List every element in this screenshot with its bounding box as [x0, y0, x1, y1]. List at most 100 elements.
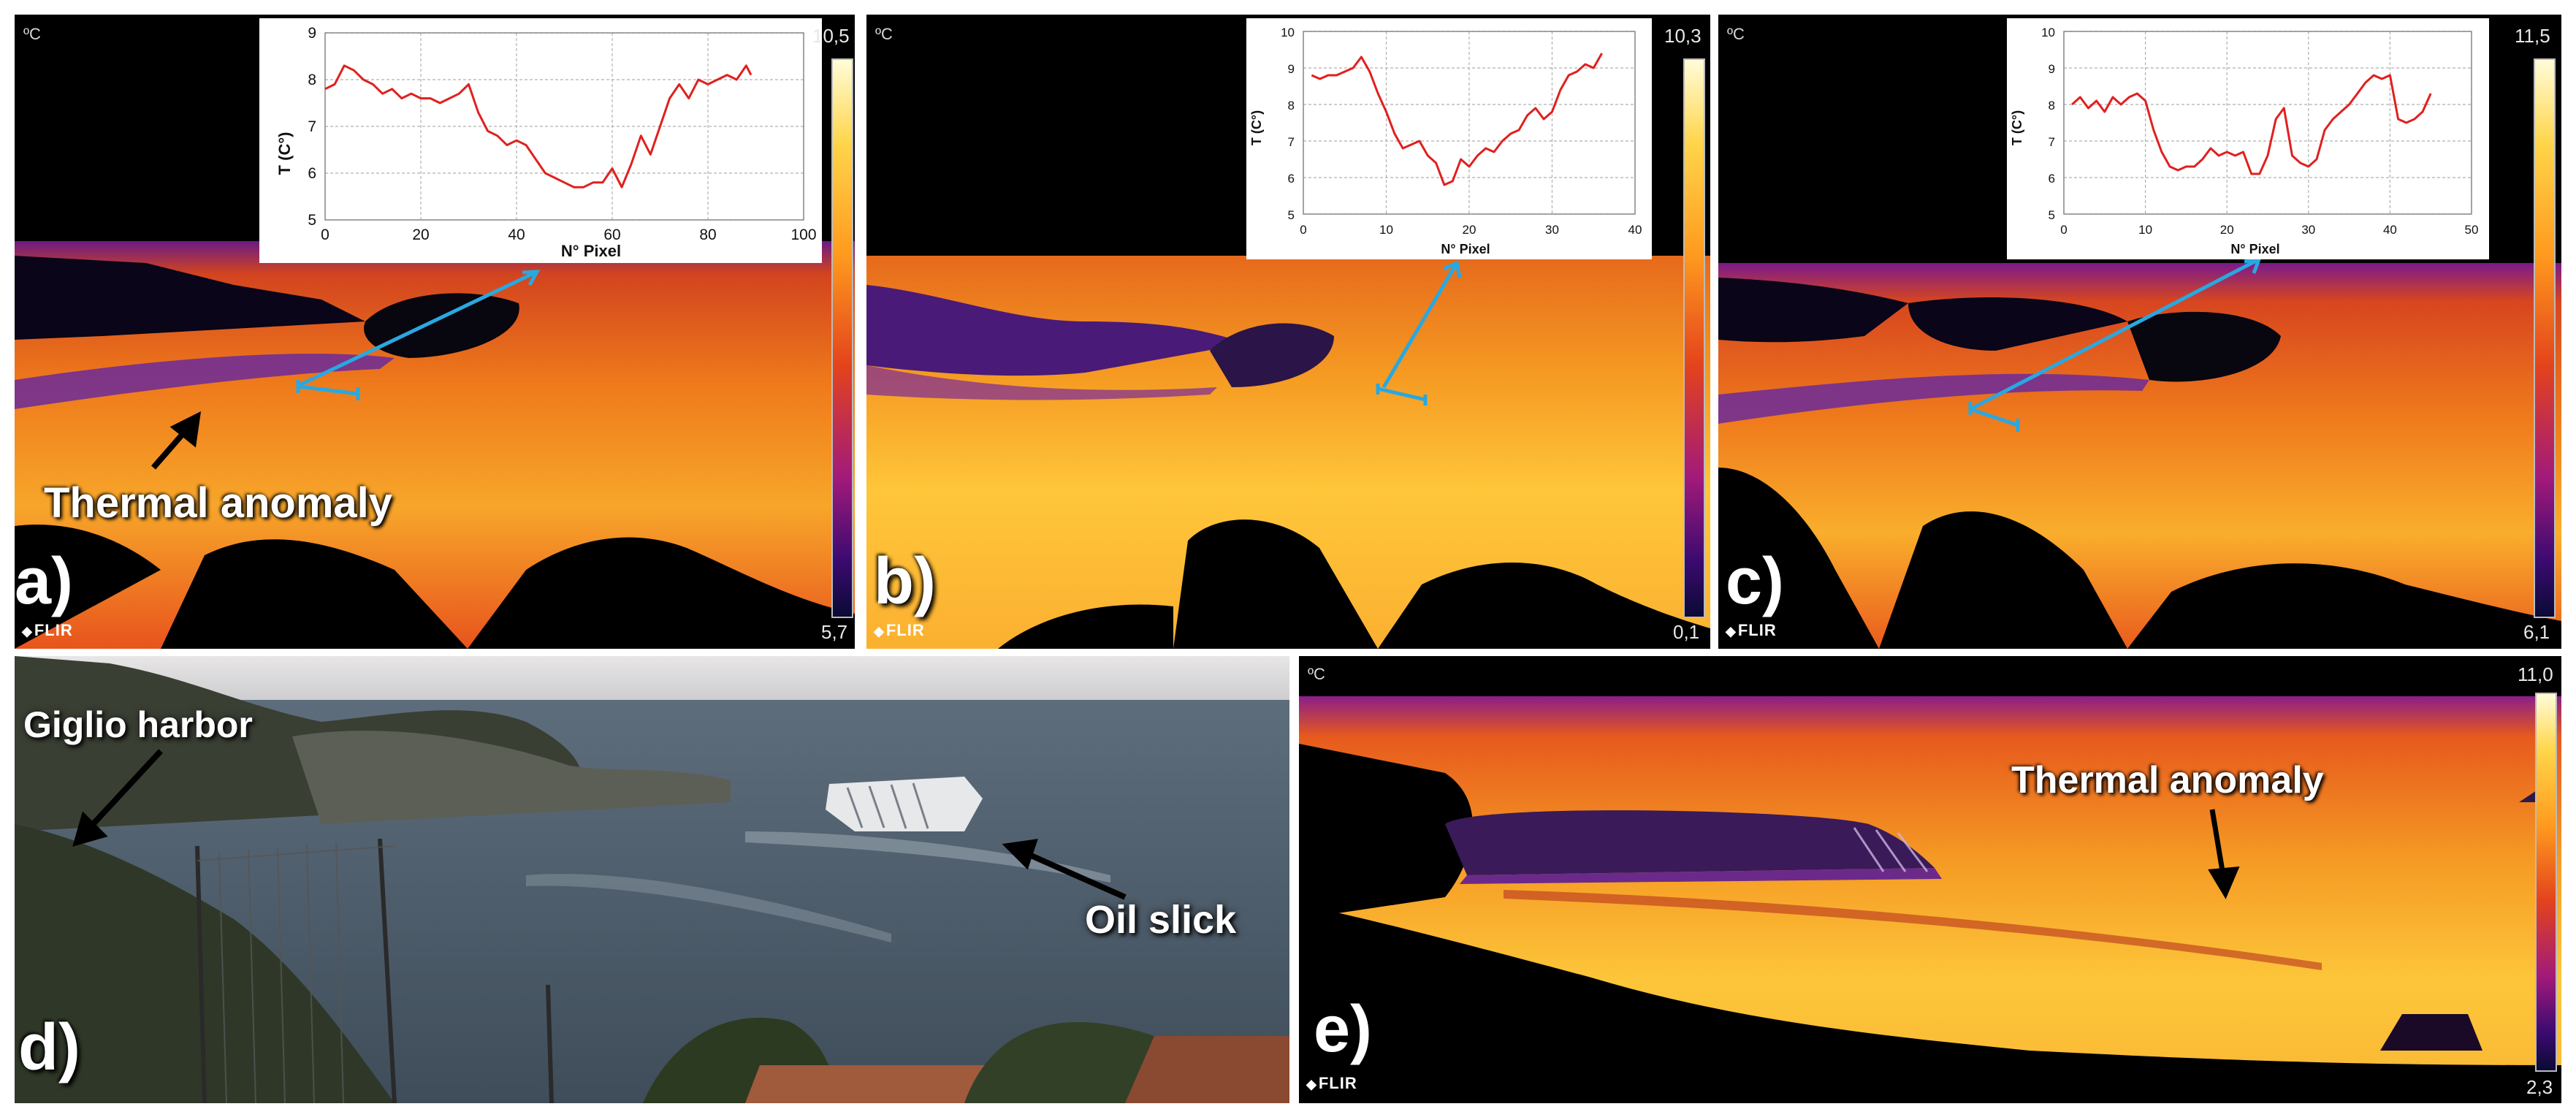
- chart-c-ylabel: T (C°): [2010, 110, 2024, 145]
- thermal-panel-a: T (C°) N° Pixel 5 6 7 8 9 0 20 40 60 80 100 ºC 10,…: [15, 15, 855, 649]
- chart-c-xlabel: N° Pixel: [2230, 242, 2279, 256]
- chart-c-ytick: 5: [2049, 208, 2055, 222]
- photo-panel-d: Giglio harbor Oil slick d): [15, 656, 1289, 1103]
- chart-c-series-line: [2071, 74, 2432, 175]
- chart-a-xtick: 40: [508, 226, 525, 243]
- label-giglio-harbor: Giglio harbor: [23, 704, 253, 745]
- chart-a-series-line: [324, 64, 752, 188]
- chart-b-ytick: 6: [1288, 172, 1295, 186]
- flir-mark-icon: ◆: [1306, 1077, 1317, 1092]
- annotation-thermal-anomaly-e: Thermal anomaly: [2011, 759, 2324, 801]
- colorbar-b: [1683, 58, 1705, 618]
- chart-a-xtick: 20: [412, 226, 429, 243]
- chart-b-ylabel: T (C°): [1249, 110, 1264, 145]
- chart-c-xtick: 50: [2465, 223, 2479, 237]
- chart-a-ylabel: T (C°): [275, 132, 294, 175]
- scale-min-b: 0,1: [1673, 621, 1700, 643]
- chart-b-xtick: 40: [1628, 223, 1642, 237]
- chart-b-xtick: 0: [1300, 223, 1306, 237]
- unit-label-c: ºC: [1727, 25, 1745, 43]
- chart-a-ytick: 5: [308, 212, 316, 229]
- colorbar-a: [831, 58, 853, 618]
- chart-c-xtick: 20: [2220, 223, 2234, 237]
- panel-letter-b: b): [874, 545, 936, 618]
- chart-b-ytick: 5: [1288, 208, 1295, 222]
- panel-letter-a: a): [15, 545, 74, 618]
- thermal-image-e: [1299, 656, 2561, 1103]
- chart-a-grid: [324, 32, 804, 221]
- flir-logo-a: ◆FLIR: [22, 621, 73, 639]
- flir-logo-e: ◆FLIR: [1306, 1074, 1357, 1092]
- chart-b-ytick: 9: [1288, 62, 1295, 76]
- chart-a-ytick: 7: [308, 118, 316, 135]
- thermal-panel-b: T (C°) N° Pixel 5 6 7 8 9 10 0 10 20 30 40 ºC 10,3…: [866, 15, 1710, 649]
- label-oil-slick: Oil slick: [1085, 898, 1237, 942]
- chart-c-xtick: 10: [2138, 223, 2152, 237]
- scale-min-c: 6,1: [2523, 621, 2550, 643]
- chart-c-ytick: 7: [2049, 135, 2055, 149]
- colorbar-e: [2535, 693, 2557, 1072]
- flir-mark-icon: ◆: [874, 624, 885, 639]
- chart-b-ytick: 7: [1288, 135, 1295, 149]
- arrow-oil-slick: [1002, 839, 1127, 900]
- scale-max-c: 11,5: [2515, 25, 2550, 47]
- unit-label-a: ºC: [23, 25, 41, 43]
- chart-b-xtick: 10: [1379, 223, 1393, 237]
- scale-max-b: 10,3: [1664, 25, 1702, 47]
- chart-c-ytick: 9: [2049, 62, 2055, 76]
- transect-a: [296, 270, 541, 400]
- chart-a-xtick: 80: [699, 226, 716, 243]
- profile-chart-b: T (C°) N° Pixel 5 6 7 8 9 10 0 10 20 30 40: [1246, 18, 1652, 259]
- photo-image-d: [15, 656, 1289, 1103]
- scale-min-e: 2,3: [2526, 1076, 2553, 1098]
- chart-a-frame: [324, 32, 804, 221]
- chart-c-ytick: 10: [2041, 26, 2055, 39]
- chart-c-xtick: 40: [2383, 223, 2397, 237]
- chart-b-grid: [1303, 31, 1636, 215]
- profile-chart-b-svg: T (C°) N° Pixel 5 6 7 8 9 10 0 10 20 30 40: [1249, 26, 1642, 256]
- flir-mark-icon: ◆: [22, 624, 33, 639]
- flir-logo-c: ◆FLIR: [1726, 621, 1777, 639]
- chart-a-xtick: 0: [321, 226, 329, 243]
- chart-a-ytick: 8: [308, 72, 316, 88]
- chart-b-xtick: 30: [1545, 223, 1559, 237]
- flir-mark-icon: ◆: [1726, 624, 1737, 639]
- colorbar-c: [2534, 58, 2556, 618]
- unit-label-b: ºC: [875, 25, 893, 43]
- panel-letter-d: d): [18, 1011, 80, 1084]
- unit-label-e: ºC: [1308, 665, 1325, 683]
- panel-letter-c: c): [1726, 545, 1785, 618]
- panel-letter-e: e): [1314, 993, 1373, 1066]
- chart-b-ytick: 10: [1281, 26, 1295, 39]
- chart-c-frame: [2063, 31, 2472, 215]
- chart-c-xtick: 0: [2060, 223, 2067, 237]
- flir-logo-b: ◆FLIR: [874, 621, 925, 639]
- thermal-panel-e: ºC 11,0 2,3 Thermal anomaly e) ◆FLIR: [1299, 656, 2561, 1103]
- scale-min-a: 5,7: [821, 621, 848, 643]
- chart-c-grid: [2063, 31, 2472, 215]
- chart-a-xlabel: N° Pixel: [561, 242, 621, 260]
- chart-b-ytick: 8: [1288, 99, 1295, 113]
- chart-a-xtick: 100: [790, 226, 816, 243]
- annotation-thermal-anomaly-a: Thermal anomaly: [44, 479, 393, 527]
- chart-b-xtick: 20: [1463, 223, 1476, 237]
- transect-b: [1376, 260, 1462, 405]
- chart-a-ytick: 9: [308, 25, 316, 42]
- chart-b-frame: [1303, 31, 1636, 215]
- chart-c-ytick: 6: [2049, 172, 2055, 186]
- chart-b-xlabel: N° Pixel: [1441, 242, 1490, 256]
- profile-chart-c: T (C°) N° Pixel 5 6 7 8 9 10 0 10 20 30 40 50: [2007, 18, 2489, 259]
- scale-max-a: 10,5: [812, 25, 850, 47]
- chart-b-series-line: [1311, 53, 1603, 186]
- profile-chart-c-svg: T (C°) N° Pixel 5 6 7 8 9 10 0 10 20 30 40 50: [2010, 26, 2479, 256]
- chart-c-xtick: 30: [2301, 223, 2315, 237]
- chart-a-ytick: 6: [308, 165, 316, 182]
- chart-c-ytick: 8: [2049, 99, 2055, 113]
- arrow-giglio-harbor: [72, 749, 163, 847]
- thermal-panel-c: T (C°) N° Pixel 5 6 7 8 9 10 0 10 20 30 40 50 ºC 11…: [1718, 15, 2561, 649]
- transect-c: [1968, 256, 2262, 432]
- scale-max-e: 11,0: [2518, 663, 2553, 685]
- arrow-thermal-anomaly-a: [150, 411, 202, 470]
- thermal-image-b: [866, 15, 1710, 649]
- profile-chart-a: T (C°) N° Pixel 5 6 7 8 9 0 20 40 60 80 100: [259, 18, 822, 263]
